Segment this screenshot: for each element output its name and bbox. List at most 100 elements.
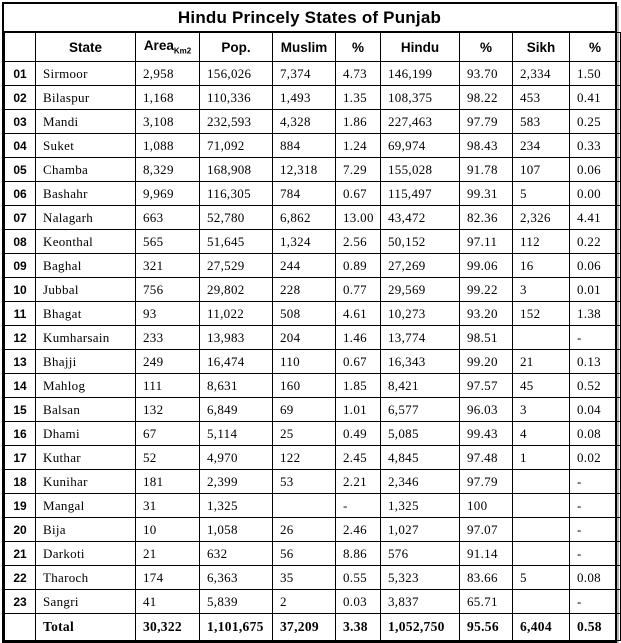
cell-muslim_pct: 0.67 bbox=[335, 181, 381, 206]
cell-muslim: 884 bbox=[272, 133, 336, 158]
cell-muslim: 1,324 bbox=[272, 229, 336, 254]
cell-sikh: 6,404 bbox=[512, 613, 570, 641]
cell-hindu_pct: 82.36 bbox=[459, 205, 513, 230]
cell-state: Jubbal bbox=[35, 277, 136, 302]
table-row: 01 Sirmoor 2,958 156,026 7,374 4.73 146,199 93.… bbox=[4, 61, 621, 86]
table-row: 03 Mandi 3,108 232,593 4,328 1.86 227,463 97.79… bbox=[4, 109, 621, 134]
cell-state: Kumharsain bbox=[35, 325, 136, 350]
cell-hindu_pct: 97.48 bbox=[459, 445, 513, 470]
cell-pop: 168,908 bbox=[199, 157, 273, 182]
cell-num: 02 bbox=[4, 85, 36, 110]
cell-sikh_pct: 0.04 bbox=[569, 397, 621, 422]
cell-muslim_pct: 1.85 bbox=[335, 373, 381, 398]
cell-hindu: 5,085 bbox=[380, 421, 460, 446]
cell-pop: 5,839 bbox=[199, 589, 273, 614]
cell-pop: 71,092 bbox=[199, 133, 273, 158]
cell-num: 04 bbox=[4, 133, 36, 158]
cell-hindu: 50,152 bbox=[380, 229, 460, 254]
cell-pop: 27,529 bbox=[199, 253, 273, 278]
cell-hindu_pct: 98.43 bbox=[459, 133, 513, 158]
cell-sikh_pct: 1.50 bbox=[569, 61, 621, 86]
cell-muslim_pct: 2.21 bbox=[335, 469, 381, 494]
cell-area: 111 bbox=[135, 373, 200, 398]
cell-area: 9,969 bbox=[135, 181, 200, 206]
cell-sikh_pct: 1.38 bbox=[569, 301, 621, 326]
table-row: 11 Bhagat 93 11,022 508 4.61 10,273 93.20 152 1.3… bbox=[4, 301, 621, 326]
header-muslim-pct: % bbox=[335, 32, 381, 62]
cell-muslim: 122 bbox=[272, 445, 336, 470]
header-sikh-pct: % bbox=[569, 32, 621, 62]
cell-pop: 116,305 bbox=[199, 181, 273, 206]
cell-muslim: 110 bbox=[272, 349, 336, 374]
cell-muslim_pct: 13.00 bbox=[335, 205, 381, 230]
cell-num: 21 bbox=[4, 541, 36, 566]
cell-hindu_pct: 97.07 bbox=[459, 517, 513, 542]
cell-hindu: 6,577 bbox=[380, 397, 460, 422]
cell-area: 181 bbox=[135, 469, 200, 494]
cell-state: Sangri bbox=[35, 589, 136, 614]
table-title: Hindu Princely States of Punjab bbox=[4, 4, 615, 32]
cell-area: 93 bbox=[135, 301, 200, 326]
cell-pop: 110,336 bbox=[199, 85, 273, 110]
cell-sikh: 2,326 bbox=[512, 205, 570, 230]
cell-state: Bilaspur bbox=[35, 85, 136, 110]
cell-sikh: 16 bbox=[512, 253, 570, 278]
cell-hindu_pct: 100 bbox=[459, 493, 513, 518]
cell-muslim: 784 bbox=[272, 181, 336, 206]
cell-sikh_pct: 0.08 bbox=[569, 421, 621, 446]
cell-sikh_pct: 0.41 bbox=[569, 85, 621, 110]
cell-sikh bbox=[512, 493, 570, 518]
table-body: 01 Sirmoor 2,958 156,026 7,374 4.73 146,199 93.… bbox=[4, 61, 621, 641]
cell-sikh: 152 bbox=[512, 301, 570, 326]
cell-muslim_pct: 8.86 bbox=[335, 541, 381, 566]
cell-area: 67 bbox=[135, 421, 200, 446]
cell-hindu_pct: 83.66 bbox=[459, 565, 513, 590]
table-row: 13 Bhajji 249 16,474 110 0.67 16,343 99.20 21 0.1… bbox=[4, 349, 621, 374]
cell-num: 11 bbox=[4, 301, 36, 326]
cell-sikh_pct: - bbox=[569, 325, 621, 350]
cell-sikh_pct: 0.22 bbox=[569, 229, 621, 254]
cell-pop: 51,645 bbox=[199, 229, 273, 254]
cell-pop: 632 bbox=[199, 541, 273, 566]
cell-state: Mahlog bbox=[35, 373, 136, 398]
cell-muslim: 204 bbox=[272, 325, 336, 350]
cell-muslim_pct: 1.35 bbox=[335, 85, 381, 110]
cell-state: Suket bbox=[35, 133, 136, 158]
cell-muslim_pct: 2.45 bbox=[335, 445, 381, 470]
cell-state: Chamba bbox=[35, 157, 136, 182]
cell-pop: 8,631 bbox=[199, 373, 273, 398]
table-row: 15 Balsan 132 6,849 69 1.01 6,577 96.03 3 0.04 bbox=[4, 397, 621, 422]
cell-hindu_pct: 97.57 bbox=[459, 373, 513, 398]
cell-state: Balsan bbox=[35, 397, 136, 422]
cell-num: 19 bbox=[4, 493, 36, 518]
cell-hindu: 5,323 bbox=[380, 565, 460, 590]
cell-sikh_pct: 0.02 bbox=[569, 445, 621, 470]
cell-hindu: 69,974 bbox=[380, 133, 460, 158]
cell-muslim: 1,493 bbox=[272, 85, 336, 110]
header-muslim: Muslim bbox=[272, 32, 336, 62]
cell-hindu_pct: 99.06 bbox=[459, 253, 513, 278]
cell-pop: 16,474 bbox=[199, 349, 273, 374]
cell-muslim_pct: 4.61 bbox=[335, 301, 381, 326]
cell-sikh_pct: - bbox=[569, 517, 621, 542]
header-hindu: Hindu bbox=[380, 32, 460, 62]
cell-sikh: 1 bbox=[512, 445, 570, 470]
cell-pop: 11,022 bbox=[199, 301, 273, 326]
cell-muslim: 25 bbox=[272, 421, 336, 446]
cell-sikh_pct: 0.01 bbox=[569, 277, 621, 302]
cell-state: Kunihar bbox=[35, 469, 136, 494]
cell-hindu_pct: 97.11 bbox=[459, 229, 513, 254]
cell-muslim: 26 bbox=[272, 517, 336, 542]
cell-muslim_pct: 0.03 bbox=[335, 589, 381, 614]
cell-area: 174 bbox=[135, 565, 200, 590]
cell-pop: 1,101,675 bbox=[199, 613, 273, 641]
cell-num: 12 bbox=[4, 325, 36, 350]
cell-area: 321 bbox=[135, 253, 200, 278]
cell-state: Darkoti bbox=[35, 541, 136, 566]
cell-num bbox=[4, 613, 36, 641]
cell-sikh bbox=[512, 469, 570, 494]
cell-pop: 1,325 bbox=[199, 493, 273, 518]
cell-muslim: 37,209 bbox=[272, 613, 336, 641]
cell-num: 18 bbox=[4, 469, 36, 494]
cell-hindu: 3,837 bbox=[380, 589, 460, 614]
